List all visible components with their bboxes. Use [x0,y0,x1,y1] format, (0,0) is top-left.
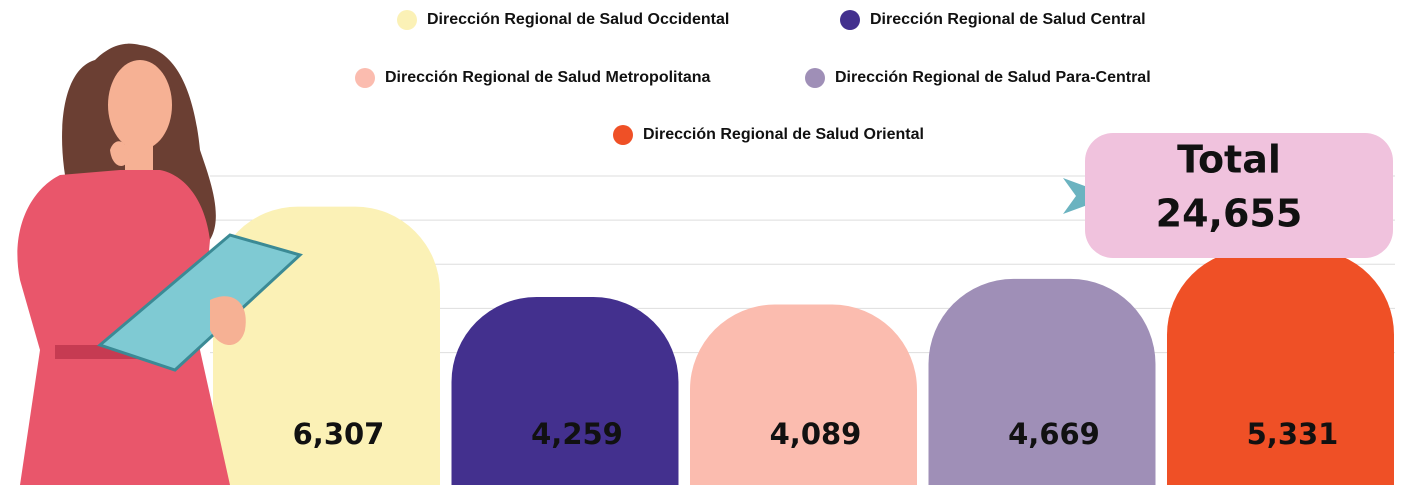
legend-swatch [805,68,825,88]
hand [110,141,129,166]
bar [451,296,679,485]
total-box: Total 24,655 [1063,133,1393,258]
legend-swatch [840,10,860,30]
legend: Dirección Regional de Salud Occidental Di… [355,10,1151,145]
bar [1167,249,1394,485]
legend-swatch [355,68,375,88]
clipboard [96,233,303,372]
data-label: 4,669 [1008,417,1100,451]
legend-label: Dirección Regional de Salud Central [870,11,1146,28]
legend-label: Dirección Regional de Salud Metropolitan… [385,69,710,86]
bar [690,304,917,485]
data-label: 5,331 [1247,417,1339,451]
illustration [17,43,303,485]
total-title: Total [1177,138,1281,182]
legend-label: Dirección Regional de Salud Oriental [643,126,924,143]
total-value: 24,655 [1156,192,1303,236]
total-background [1085,133,1393,258]
legend-label: Dirección Regional de Salud Occidental [427,11,729,28]
face [108,60,172,150]
data-label: 4,089 [770,417,862,451]
legend-label: Dirección Regional de Salud Para-Central [835,69,1151,86]
hand [210,296,246,345]
legend-swatch [613,125,633,145]
neck [125,140,153,175]
bar [928,278,1156,485]
data-label: 4,259 [531,417,623,451]
legend-swatch [397,10,417,30]
data-label: 6,307 [293,417,385,451]
